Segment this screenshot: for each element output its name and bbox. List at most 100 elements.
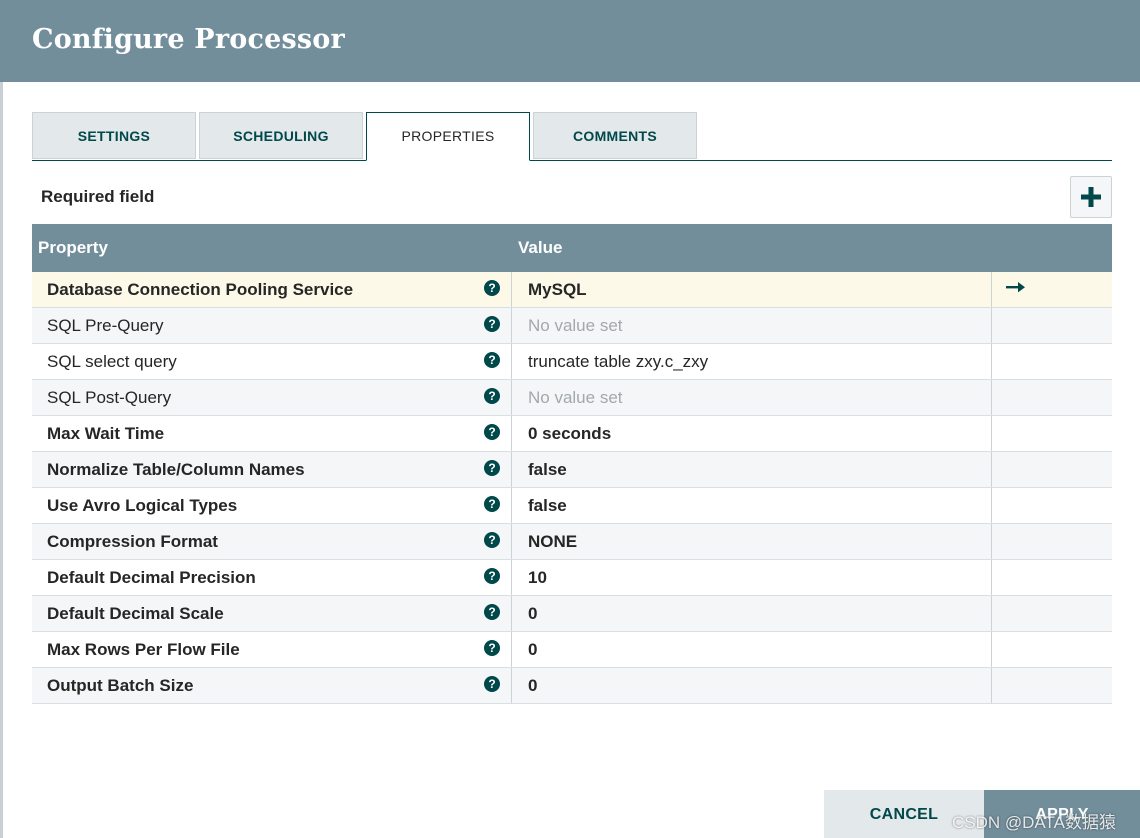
help-icon[interactable]: ? [484,280,500,296]
help-icon[interactable]: ? [484,676,500,692]
property-name: Output Batch Size [47,676,194,695]
table-row[interactable]: Max Wait Time? 0 seconds [32,416,1112,452]
arrow-right-icon[interactable] [1006,280,1026,294]
property-value: 10 [528,568,547,587]
value-cell[interactable]: MySQL [512,272,992,307]
property-value: 0 [528,640,538,659]
property-name: Default Decimal Scale [47,604,224,623]
property-value: 0 seconds [528,424,612,443]
table-row[interactable]: Compression Format? NONE [32,524,1112,560]
watermark: CSDN @DATA数据猿 [952,813,1116,832]
help-icon[interactable]: ? [484,316,500,332]
property-value: NONE [528,532,578,551]
property-cell: Output Batch Size? [32,668,512,703]
value-cell[interactable]: No value set [512,380,992,415]
property-value: MySQL [528,280,587,299]
tab-scheduling[interactable]: SCHEDULING [199,112,363,159]
table-row[interactable]: Normalize Table/Column Names? false [32,452,1112,488]
help-icon[interactable]: ? [484,460,500,476]
property-cell: Default Decimal Scale? [32,596,512,631]
property-cell: Database Connection Pooling Service? [32,272,512,307]
help-icon[interactable]: ? [484,640,500,656]
table-row[interactable]: Default Decimal Scale? 0 [32,596,1112,632]
table-body: Database Connection Pooling Service? MySQ… [32,272,1112,704]
action-cell [992,596,1112,631]
property-name: Max Wait Time [47,424,165,443]
tab-bar: SETTINGS SCHEDULING PROPERTIES COMMENTS [32,112,1112,161]
action-cell [992,452,1112,487]
value-cell[interactable]: NONE [512,524,992,559]
action-cell [992,560,1112,595]
property-name: Compression Format [47,532,218,551]
action-cell [992,272,1112,307]
table-row[interactable]: Output Batch Size? 0 [32,668,1112,704]
property-cell: SQL Pre-Query? [32,308,512,343]
help-icon[interactable]: ? [484,496,500,512]
action-cell [992,524,1112,559]
help-icon[interactable]: ? [484,424,500,440]
property-name: SQL Pre-Query [47,316,164,335]
column-header-property: Property [38,238,108,257]
action-cell [992,632,1112,667]
property-value: No value set [528,388,623,407]
action-cell [992,380,1112,415]
table-header: Property Value [32,224,1112,272]
property-name: SQL select query [47,352,177,371]
help-icon[interactable]: ? [484,388,500,404]
help-icon[interactable]: ? [484,352,500,368]
tab-comments[interactable]: COMMENTS [533,112,697,159]
property-cell: SQL Post-Query? [32,380,512,415]
property-value: false [528,460,567,479]
value-cell[interactable]: 0 [512,632,992,667]
help-icon[interactable]: ? [484,604,500,620]
value-cell[interactable]: truncate table zxy.c_zxy [512,344,992,379]
property-cell: SQL select query? [32,344,512,379]
property-cell: Max Wait Time? [32,416,512,451]
table-row[interactable]: Max Rows Per Flow File? 0 [32,632,1112,668]
table-row[interactable]: SQL Pre-Query? No value set [32,308,1112,344]
value-cell[interactable]: No value set [512,308,992,343]
property-value: No value set [528,316,623,335]
value-cell[interactable]: 0 [512,596,992,631]
property-name: Database Connection Pooling Service [47,280,354,299]
value-cell[interactable]: false [512,488,992,523]
property-name: SQL Post-Query [47,388,172,407]
tab-settings[interactable]: SETTINGS [32,112,196,159]
table-row[interactable]: SQL select query? truncate table zxy.c_zx… [32,344,1112,380]
property-name: Max Rows Per Flow File [47,640,240,659]
apply-button[interactable]: APPLY [984,790,1140,838]
help-icon[interactable]: ? [484,568,500,584]
required-field-label: Required field [41,187,155,206]
property-cell: Normalize Table/Column Names? [32,452,512,487]
property-cell: Default Decimal Precision? [32,560,512,595]
value-cell[interactable]: 0 [512,668,992,703]
value-cell[interactable]: 0 seconds [512,416,992,451]
property-name: Normalize Table/Column Names [47,460,305,479]
action-cell [992,344,1112,379]
tab-properties[interactable]: PROPERTIES [366,112,530,161]
cancel-button[interactable]: CANCEL [824,790,984,838]
property-value: 0 [528,604,538,623]
action-cell [992,308,1112,343]
property-value: 0 [528,676,538,695]
table-row[interactable]: SQL Post-Query? No value set [32,380,1112,416]
properties-table: Property Value Database Connection Pooli… [32,224,1112,704]
action-cell [992,416,1112,451]
property-name: Default Decimal Precision [47,568,256,587]
dialog-header: Configure Processor [0,0,1140,82]
background-strip [0,0,3,838]
help-icon[interactable]: ? [484,532,500,548]
value-cell[interactable]: 10 [512,560,992,595]
add-property-button[interactable] [1070,176,1112,218]
table-row[interactable]: Default Decimal Precision? 10 [32,560,1112,596]
value-cell[interactable]: false [512,452,992,487]
property-name: Use Avro Logical Types [47,496,238,515]
action-cell [992,488,1112,523]
dialog-title: Configure Processor [32,24,345,55]
table-row[interactable]: Database Connection Pooling Service? MySQ… [32,272,1112,308]
table-row[interactable]: Use Avro Logical Types? false [32,488,1112,524]
property-value: truncate table zxy.c_zxy [528,352,709,371]
property-value: false [528,496,567,515]
property-cell: Use Avro Logical Types? [32,488,512,523]
action-cell [992,668,1112,703]
